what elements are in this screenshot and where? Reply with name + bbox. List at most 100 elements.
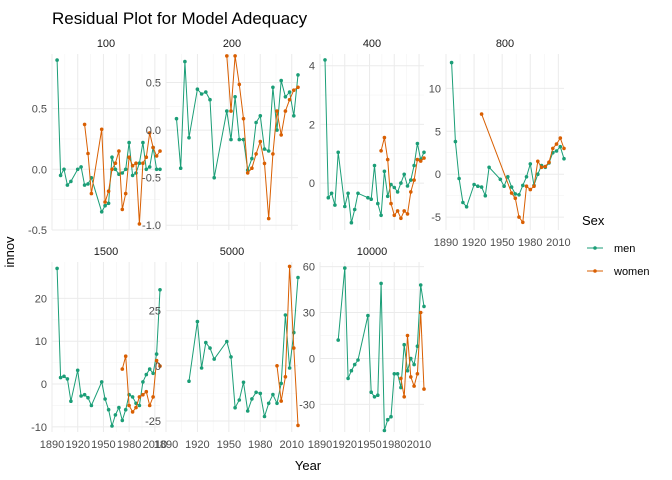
y-tick-label: 0.0: [146, 125, 161, 137]
data-point-women: [524, 184, 529, 188]
y-tick-label: 0.5: [32, 104, 47, 116]
facet-strip-label: 1500: [94, 246, 118, 258]
data-point-men: [110, 155, 114, 159]
data-point-women: [399, 376, 403, 381]
data-point-men: [329, 191, 334, 196]
data-point-men: [75, 368, 80, 373]
y-tick-label: -5: [431, 212, 441, 224]
legend-label-men: men: [614, 243, 635, 255]
data-point-men: [178, 166, 183, 170]
data-point-men: [506, 175, 510, 179]
data-point-men: [266, 401, 271, 406]
data-point-women: [154, 154, 159, 158]
data-point-men: [392, 372, 397, 376]
y-tick-label: -0.5: [142, 173, 161, 185]
data-point-women: [123, 191, 128, 196]
data-point-men: [343, 204, 347, 209]
y-tick-label: 25: [149, 306, 161, 318]
data-point-men: [402, 342, 407, 347]
x-tick-label: 2010: [407, 439, 431, 451]
data-point-men: [326, 195, 331, 200]
data-point-men: [296, 275, 300, 280]
data-point-women: [532, 184, 536, 188]
data-point-women: [395, 209, 400, 213]
y-tick-label: 20: [35, 293, 47, 305]
data-point-women: [106, 189, 111, 193]
data-point-women: [415, 372, 420, 376]
data-point-men: [229, 137, 233, 142]
data-point-men: [204, 90, 208, 94]
data-point-women: [245, 171, 250, 175]
data-point-men: [323, 58, 327, 62]
data-point-women: [241, 116, 246, 121]
data-point-men: [55, 266, 59, 271]
facet-strip-label: 100: [97, 38, 115, 50]
x-tick-label: 1980: [117, 439, 141, 451]
data-point-women: [543, 164, 548, 169]
data-point-women: [151, 395, 155, 399]
x-tick-label: 1890: [154, 439, 178, 451]
data-point-men: [225, 339, 229, 344]
data-point-women: [158, 364, 162, 368]
x-tick-label: 2010: [143, 439, 167, 451]
data-point-women: [250, 166, 254, 170]
data-point-women: [296, 85, 300, 90]
data-point-men: [225, 109, 229, 113]
data-point-men: [110, 424, 114, 428]
data-point-women: [144, 389, 149, 394]
data-point-men: [151, 371, 155, 376]
data-point-men: [405, 184, 410, 188]
y-tick-label: 2: [309, 119, 315, 131]
data-point-men: [62, 167, 66, 172]
data-point-men: [405, 368, 410, 373]
data-point-men: [154, 352, 159, 356]
data-point-men: [89, 403, 94, 408]
data-point-men: [69, 179, 73, 184]
y-tick-label: 0.0: [32, 164, 47, 176]
data-point-men: [346, 191, 350, 196]
data-point-men: [349, 368, 354, 373]
facet-panel-100: 100 -0.5 0.0 0.5: [28, 38, 162, 237]
data-point-men: [154, 167, 159, 172]
data-point-women: [123, 354, 128, 359]
data-point-women: [275, 364, 279, 368]
legend-items: men women: [587, 243, 649, 278]
data-point-women: [536, 159, 540, 164]
data-point-men: [536, 172, 540, 176]
data-point-men: [86, 395, 90, 400]
data-point-men: [158, 167, 162, 172]
data-point-men: [366, 313, 370, 318]
data-point-women: [558, 136, 563, 140]
data-point-men: [123, 407, 128, 412]
data-point-men: [212, 175, 216, 180]
data-point-men: [141, 140, 145, 145]
series-line-men: [56, 268, 161, 427]
data-point-men: [65, 183, 70, 187]
data-point-women: [287, 97, 292, 102]
data-point-men: [275, 128, 279, 132]
x-tick-label: 1890: [40, 439, 64, 451]
x-tick-label: 1980: [518, 237, 542, 249]
data-point-men: [55, 58, 59, 62]
data-point-men: [254, 390, 258, 395]
data-point-women: [233, 54, 237, 58]
data-point-men: [449, 60, 454, 65]
data-point-men: [82, 183, 87, 187]
data-point-men: [399, 181, 403, 185]
data-point-men: [233, 95, 237, 99]
data-point-men: [472, 182, 476, 187]
facet-panel-800: 800 -5 0 5 10 1890 1920 1950 1980 2010: [429, 38, 571, 249]
y-tick-label: 0.5: [146, 78, 161, 90]
series-line-women: [226, 55, 299, 219]
data-point-men: [372, 395, 377, 399]
data-point-men: [369, 390, 374, 395]
data-point-women: [127, 155, 131, 159]
data-point-men: [376, 201, 380, 206]
data-point-men: [241, 137, 246, 142]
legend-label-women: women: [613, 266, 649, 278]
y-tick-label: -25: [145, 416, 161, 428]
x-tick-label: 1920: [462, 237, 486, 249]
data-point-men: [352, 207, 357, 212]
data-point-women: [137, 222, 142, 226]
